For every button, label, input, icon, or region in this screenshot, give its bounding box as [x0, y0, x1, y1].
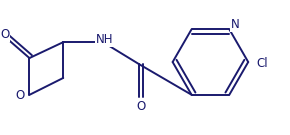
Text: Cl: Cl — [256, 57, 268, 70]
Text: O: O — [16, 89, 25, 102]
Text: N: N — [231, 18, 240, 31]
Text: NH: NH — [96, 33, 114, 46]
Text: O: O — [0, 28, 9, 41]
Text: O: O — [136, 100, 146, 113]
